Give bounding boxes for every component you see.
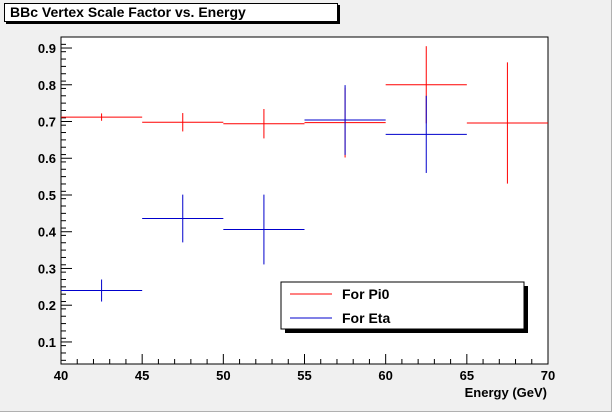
y-tick-label: 0.9 [38,41,56,56]
data-point [142,194,224,243]
x-tick-label: 50 [216,368,230,383]
series-layer [61,46,548,302]
x-tick-label: 70 [541,368,555,383]
data-point [142,113,224,132]
x-tick-label: 65 [460,368,474,383]
series-eta [61,85,467,302]
y-tick-label: 0.5 [38,188,56,203]
legend-box [280,281,525,330]
data-point [466,62,548,184]
x-tick-label: 55 [297,368,311,383]
y-tick-label: 0.4 [38,225,57,240]
legend-label: For Pi0 [342,286,390,302]
x-tick-label: 40 [54,368,68,383]
x-axis: 40 45 50 55 60 65 70 [54,354,555,383]
legend-label: For Eta [342,310,390,326]
chart-title: BBc Vertex Scale Factor vs. Energy [4,3,338,22]
x-tick-label: 60 [378,368,392,383]
y-axis: 0.1 0.2 0.3 0.4 0.5 0.6 0.7 0.8 0.9 [38,41,72,361]
x-tick-label: 45 [135,368,149,383]
y-tick-label: 0.3 [38,261,56,276]
data-point [223,194,305,265]
data-point [385,95,467,173]
x-axis-title: Energy (GeV) [465,385,547,400]
y-tick-label: 0.8 [38,78,56,93]
legend: For Pi0 For Eta [280,281,528,333]
data-point [223,109,305,139]
y-tick-label: 0.2 [38,298,56,313]
data-point [61,113,143,121]
y-tick-label: 0.1 [38,335,56,350]
data-point [304,85,386,155]
data-point [61,279,143,302]
y-tick-label: 0.6 [38,151,56,166]
y-tick-label: 0.7 [38,115,56,130]
